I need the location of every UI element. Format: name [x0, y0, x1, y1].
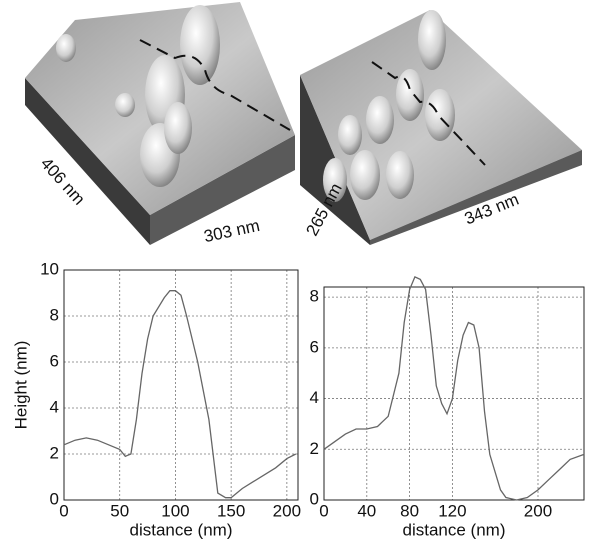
afm-image-left [25, 2, 295, 245]
plot-frame [323, 286, 585, 501]
y-tick-label: 6 [50, 351, 59, 370]
y-tick-label: 8 [50, 305, 59, 324]
x-tick-label: 150 [217, 501, 245, 520]
x-tick-label: 0 [319, 501, 328, 520]
image-label: 303 nm [202, 216, 261, 246]
x-tick-label: 200 [524, 501, 552, 520]
y-tick-label: 8 [310, 287, 319, 306]
y-tick-label: 6 [310, 337, 319, 356]
x-tick-label: 200 [273, 501, 301, 520]
x-tick-label: 100 [161, 501, 189, 520]
x-tick-label: 120 [438, 501, 466, 520]
x-tick-label: 40 [357, 501, 376, 520]
plot-frame [63, 269, 299, 501]
y-tick-label: 2 [50, 443, 59, 462]
y-tick-label: 10 [40, 259, 59, 278]
y-tick-label: 2 [310, 439, 319, 458]
profile-line [63, 290, 297, 499]
x-axis-label: distance (nm) [130, 520, 233, 539]
afm-image-right [300, 10, 582, 245]
x-tick-label: 80 [400, 501, 419, 520]
y-axis-label: Height (nm) [11, 341, 30, 430]
x-axis-label: distance (nm) [403, 520, 506, 539]
profile-line [323, 276, 585, 501]
x-tick-label: 0 [59, 501, 68, 520]
y-tick-label: 0 [310, 489, 319, 508]
x-tick-label: 50 [110, 501, 129, 520]
y-tick-label: 0 [50, 489, 59, 508]
y-tick-label: 4 [310, 388, 319, 407]
y-tick-label: 4 [50, 397, 59, 416]
